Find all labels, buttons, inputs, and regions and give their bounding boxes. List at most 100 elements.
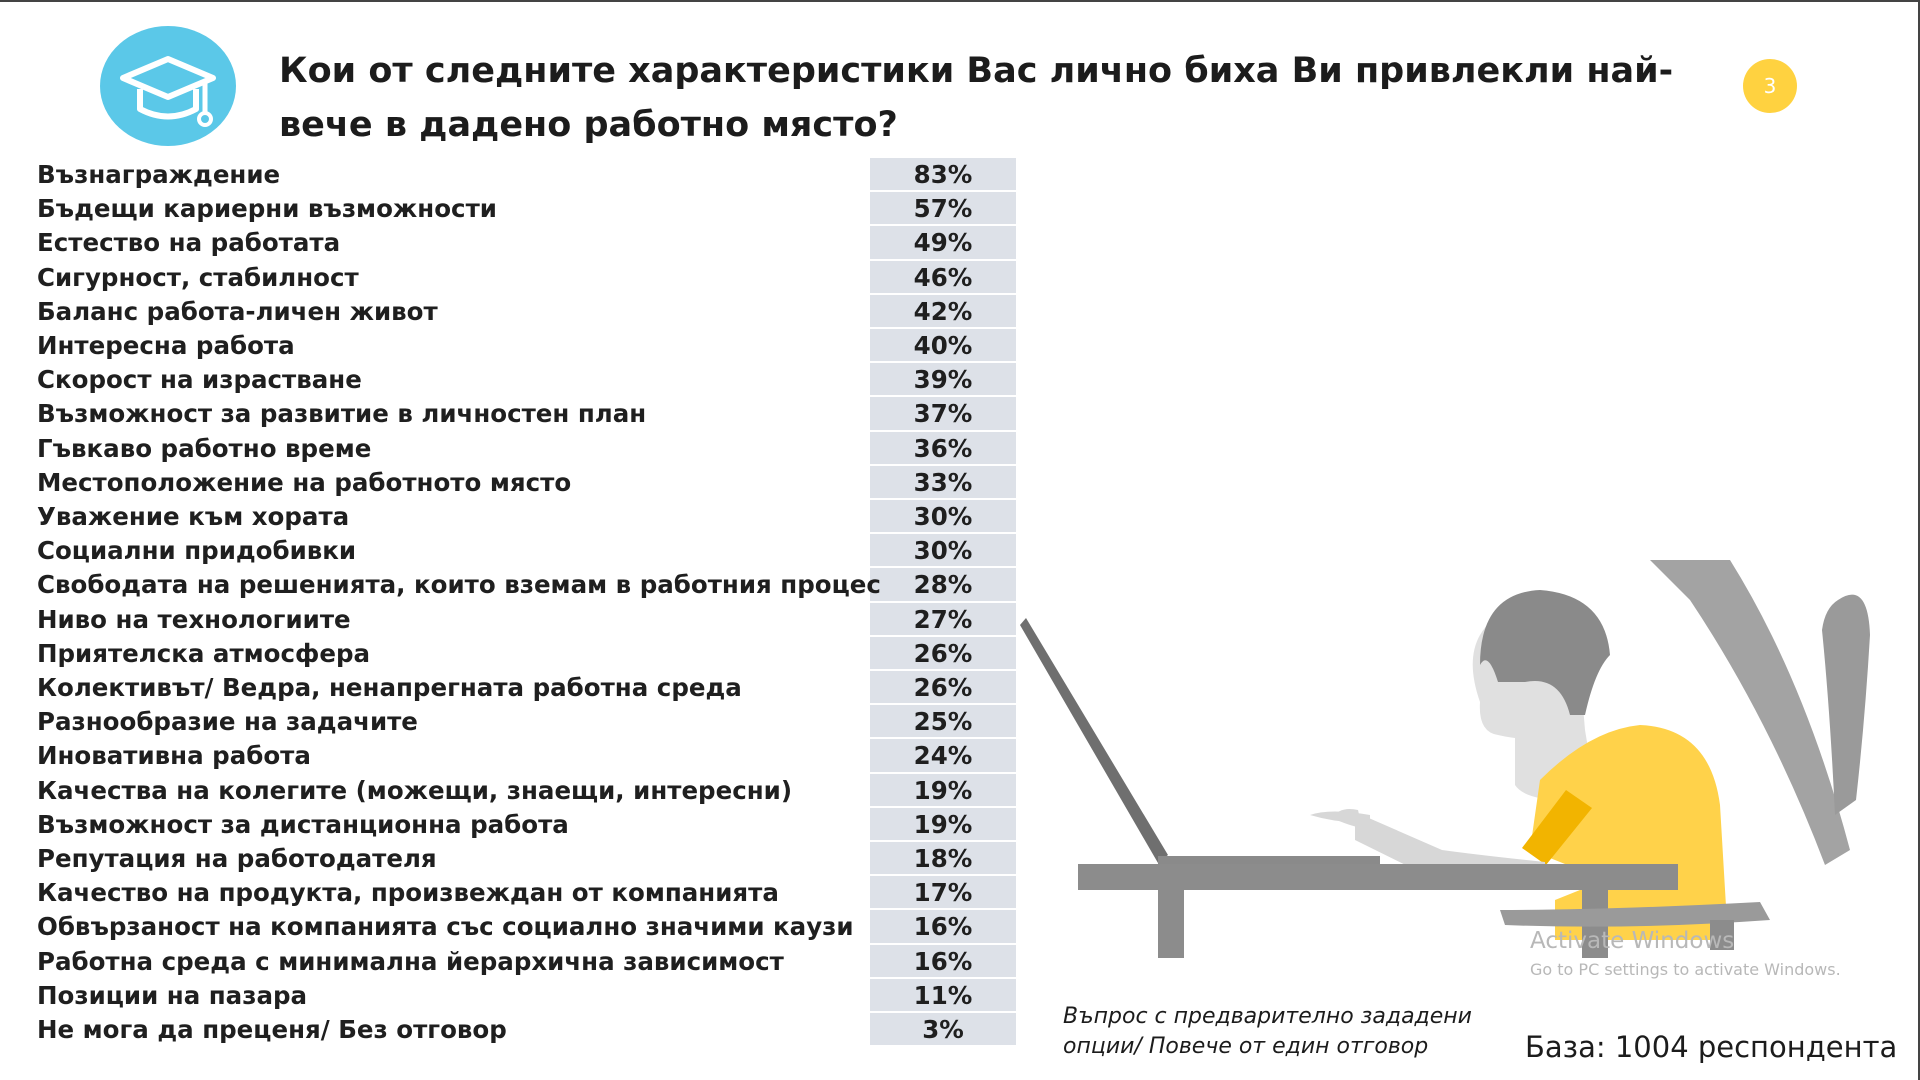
row-label: Иновативна работа [37,741,311,771]
person-at-laptop-illustration [1020,560,1870,958]
row-label: Работна среда с минимална йерархична зав… [37,946,784,976]
row-value: 57% [913,194,973,224]
row-separator [870,668,1016,671]
table-row: Скорост на израстване 39% [0,363,1020,398]
row-value: 17% [913,878,973,908]
table-row: Качество на продукта, произвеждан от ком… [0,876,1020,911]
row-separator [870,1010,1016,1013]
row-value: 27% [913,604,973,634]
table-row: Иновативна работа 24% [0,739,1020,774]
row-label: Възможност за дистанционна работа [37,809,569,839]
row-separator [870,395,1016,398]
table-row: Репутация на работодателя 18% [0,842,1020,877]
table-row: Качества на колегите (можещи, знаещи, ин… [0,774,1020,808]
row-value: 19% [913,775,973,805]
table-row: Ниво на технологиите 27% [0,603,1020,637]
table-row: Позиции на пазара 11% [0,979,1020,1013]
row-value: 36% [913,433,973,463]
row-value: 33% [913,467,973,497]
row-separator [870,634,1016,637]
row-separator [870,497,1016,500]
row-value: 39% [913,365,973,395]
row-label: Местоположение на работното място [37,467,572,497]
row-separator [870,429,1016,432]
table-row: Обвързаност на компанията със социално з… [0,910,1020,945]
row-value: 26% [913,638,973,668]
table-row: Местоположение на работното място 33% [0,466,1020,500]
row-separator [870,805,1016,808]
row-value: 3% [922,1015,964,1044]
row-label: Бъдещи кариерни възможности [37,194,497,224]
row-value: 37% [913,399,973,429]
row-label: Разнообразие на задачите [37,707,418,737]
row-label: Естество на работата [37,228,341,258]
row-label: Възнаграждение [37,160,281,189]
watermark-subtitle: Go to PC settings to activate Windows. [1530,960,1841,979]
row-separator [870,463,1016,466]
row-separator [870,190,1016,193]
row-value: 11% [913,980,973,1010]
row-value: 24% [913,741,973,771]
row-separator [870,532,1016,535]
table-row: Интересна работа 40% [0,329,1020,364]
row-value: 83% [913,160,973,189]
row-label: Гъвкаво работно време [37,433,372,463]
row-separator [870,737,1016,740]
row-label: Възможност за развитие в личностен план [37,399,647,429]
table-row: Свободата на решенията, които вземам в р… [0,568,1020,603]
table-row: Разнообразие на задачите 25% [0,705,1020,740]
row-value: 28% [913,570,973,600]
table-row: Естество на работата 49% [0,226,1020,261]
row-value: 30% [913,502,973,531]
row-separator [870,224,1016,227]
row-separator [870,600,1016,603]
row-separator [870,839,1016,842]
table-row: Социални придобивки 30% [0,534,1020,569]
table-row: Работна среда с минимална йерархична зав… [0,945,1020,979]
table-row: Гъвкаво работно време 36% [0,432,1020,466]
row-separator [870,874,1016,877]
table-row: Възнаграждение 83% [0,158,1020,193]
activate-windows-watermark: Activate Windows Go to PC settings to ac… [1530,928,1841,979]
row-label: Сигурност, стабилност [37,262,359,292]
row-separator [870,1045,1016,1048]
row-label: Скорост на израстване [37,365,362,395]
table-row: Не мога да преценя/ Без отговор 3% [0,1013,1020,1048]
row-label: Социални придобивки [37,536,357,566]
table-row: Възможност за развитие в личностен план 3… [0,397,1020,432]
slide-title: Кои от следните характеристики Вас лично… [279,51,1674,145]
table-row: Приятелска атмосфера 26% [0,637,1020,671]
row-label: Баланс работа-личен живот [37,296,438,326]
right-border [1918,0,1920,1080]
row-value: 30% [913,536,973,566]
watermark-title: Activate Windows [1530,928,1735,954]
row-value: 18% [913,844,973,873]
row-value: 26% [913,673,973,702]
row-separator [870,292,1016,295]
row-separator [870,258,1016,261]
row-separator [870,908,1016,911]
row-value: 25% [913,707,973,737]
row-separator [870,566,1016,569]
question-note: Въпрос с предварително зададени опции/ П… [1063,1004,1472,1059]
table-row: Колективът/ Ведра, ненапрегната работна … [0,671,1020,706]
table-row: Баланс работа-личен живот 42% [0,295,1020,329]
top-border [0,0,1920,2]
row-value: 49% [913,228,973,258]
row-label: Приятелска атмосфера [37,638,371,668]
row-label: Не мога да преценя/ Без отговор [37,1015,507,1044]
row-value: 46% [913,262,973,292]
row-value: 40% [913,331,973,360]
row-label: Обвързаност на компанията със социално з… [37,912,854,942]
row-separator [870,976,1016,979]
row-label: Уважение към хората [37,502,350,531]
row-label: Качество на продукта, произвеждан от ком… [37,878,779,908]
row-label: Интересна работа [37,331,295,360]
row-value: 19% [913,809,973,839]
row-label: Ниво на технологиите [37,604,351,634]
row-label: Репутация на работодателя [37,844,437,873]
row-separator [870,942,1016,945]
row-value: 16% [913,946,973,976]
graduation-cap-icon [100,26,236,146]
row-value: 16% [913,912,973,942]
